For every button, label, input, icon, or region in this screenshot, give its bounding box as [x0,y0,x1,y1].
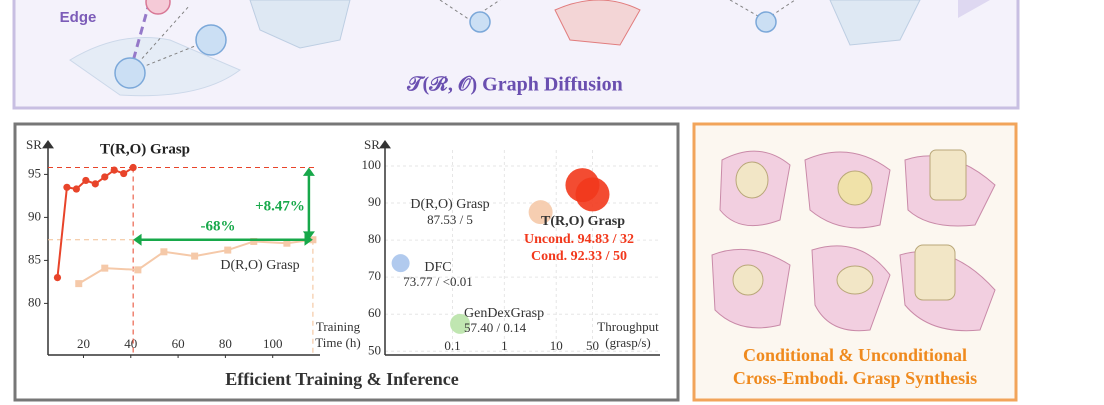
point-label: T(R,O) Grasp [541,214,625,229]
arrow-head [42,140,54,149]
y-tick-label: 70 [368,268,381,283]
point [224,246,232,254]
point [53,274,62,282]
value-label: 57.40 / 0.14 [464,320,527,335]
x-axis-label: Training [316,319,361,334]
point [120,169,128,178]
x-tick-label: 60 [172,336,185,351]
x-tick-label: 20 [77,336,90,351]
arrow-head [379,140,391,149]
point [575,177,610,212]
x-tick-label: 50 [586,338,599,353]
series-label: D(R,O) Grasp [220,258,299,273]
value-label: Uncond. 94.83 / 32 [524,232,634,247]
point [110,166,118,174]
annotation: -68% [201,218,236,234]
arrow-head [302,167,315,176]
annotation: +8.47% [255,198,305,214]
top-title: 𝒯(ℛ, 𝒪) Graph Diffusion [406,74,623,96]
point [75,280,83,288]
x-axis-label: Throughput [597,319,659,334]
x-axis-label: (grasp/s) [605,335,651,350]
point [101,264,109,272]
inference-chart: 50 60 70 80 90 100 0.1 1 10 50 SR Throughput(grasp/… [362,137,660,357]
left-panel [13,122,680,402]
y-tick-label: 80 [28,294,41,309]
y-tick-label: 100 [362,157,382,172]
y-tick-label: 80 [368,231,381,246]
y-axis-label: SR [26,137,42,152]
right-caption: Cross-Embodi. Grasp Synthesis [733,368,977,388]
arrow-head [133,233,142,246]
left-panel-title: Efficient Training & Inference [225,369,458,389]
graph-illustrations [69,0,990,97]
y-axis-label: SR [364,137,380,152]
point [91,180,99,188]
y-tick-label: 95 [28,165,41,180]
point [160,248,168,256]
point [82,176,90,185]
point-label: DFC [424,260,451,275]
arrow-head [302,231,315,240]
value-label: 87.53 / 5 [427,212,473,227]
x-tick-label: 40 [124,336,137,351]
value-label: Cond. 92.33 / 50 [531,249,627,264]
grasp-illustrations [711,149,996,332]
value-label: 73.77 / <0.01 [403,274,472,289]
point [528,200,553,225]
point [72,185,80,193]
y-tick-label: 85 [28,251,41,266]
x-tick-label: 80 [219,336,232,351]
arrow-head [304,233,313,246]
x-tick-label: 10 [550,338,563,353]
point [191,252,199,260]
point [101,173,109,181]
point [450,313,471,334]
edge-label: Edge [60,9,97,26]
point-label: GenDexGrasp [464,306,544,321]
point [391,254,410,273]
x-tick-label: 100 [263,336,283,351]
series-label: T(R,O) Grasp [100,141,190,157]
point [250,237,258,245]
y-tick-label: 50 [368,342,381,357]
point [63,183,71,191]
point-label: D(R,O) Grasp [410,197,489,212]
y-tick-label: 90 [368,194,381,209]
x-tick-label: 1 [501,338,508,353]
point [129,163,137,172]
point [134,266,142,274]
y-tick-label: 60 [368,305,381,320]
y-tick-label: 90 [28,208,41,223]
x-axis-label: Time (h) [315,335,360,350]
right-caption: Conditional & Unconditional [743,345,967,365]
x-tick-label: 0.1 [444,338,460,353]
point [283,239,291,247]
